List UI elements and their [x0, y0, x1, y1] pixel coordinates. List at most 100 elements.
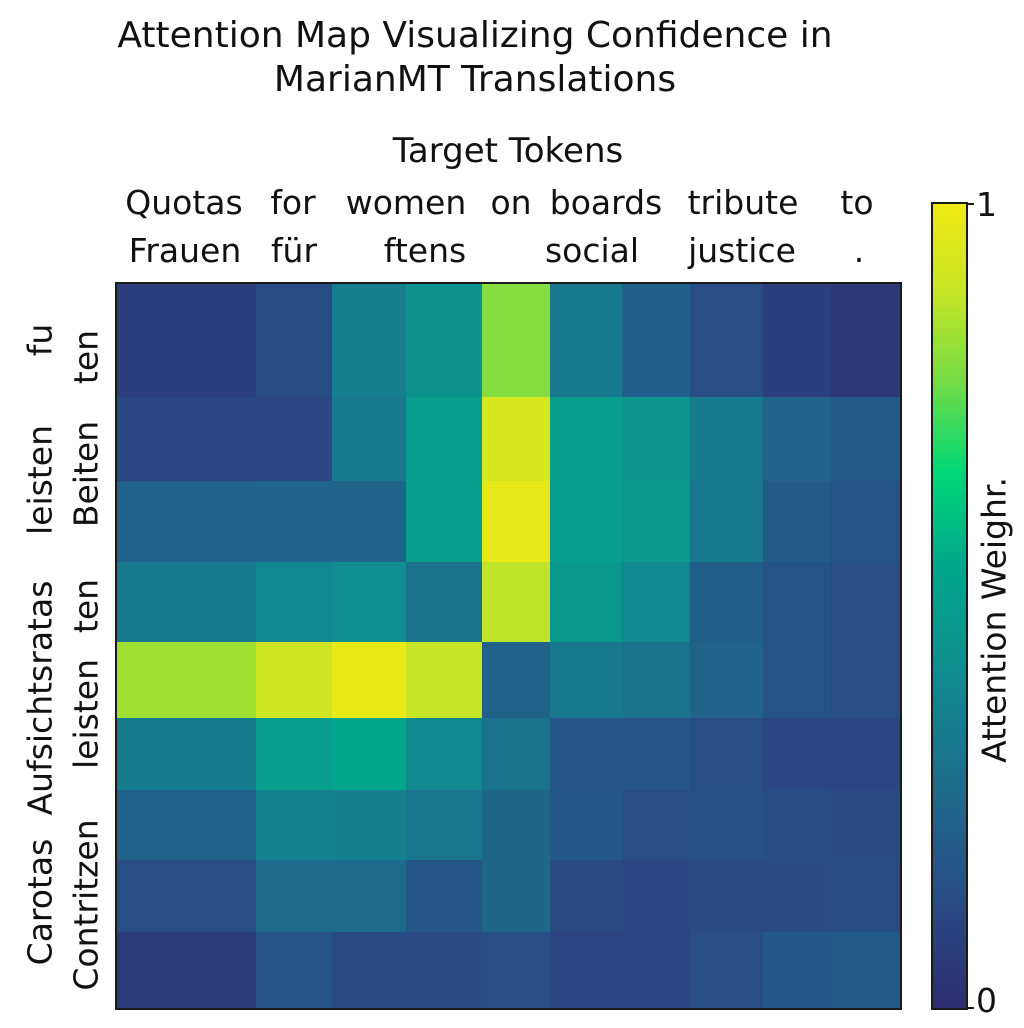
- y-tick-label: leisten: [67, 659, 106, 769]
- heatmap-cell: [482, 642, 551, 719]
- heatmap-cell: [690, 642, 764, 719]
- heatmap-cell: [830, 860, 902, 933]
- heatmap-cell: [190, 562, 257, 643]
- heatmap-cell: [550, 562, 623, 643]
- heatmap-cell: [622, 283, 691, 398]
- y-tick-label: fu: [21, 324, 60, 357]
- heatmap-cell: [482, 718, 551, 791]
- x-tick-labels-row-1: Quotas for women on boards tribute to: [125, 183, 873, 222]
- heatmap-cell: [332, 790, 407, 861]
- heatmap-cell: [482, 790, 551, 861]
- x-tick-label: boards: [550, 183, 663, 222]
- y-tick-label: Aufsichtsratas: [21, 581, 60, 816]
- heatmap-cell: [763, 642, 831, 719]
- heatmap-cell: [550, 790, 623, 861]
- heatmap-cell: [550, 932, 623, 1010]
- y-tick-label: ten: [67, 330, 106, 384]
- y-tick-label: leisten: [21, 425, 60, 535]
- heatmap-cell: [406, 562, 483, 643]
- heatmap-cell: [406, 718, 483, 791]
- x-tick-label: ftens: [384, 231, 466, 270]
- x-tick-label: Quotas: [125, 183, 242, 222]
- heatmap-cell: [332, 481, 407, 563]
- y-tick-labels-left: fu leisten Aufsichtsratas Carotas: [21, 324, 60, 966]
- heatmap-cell: [332, 562, 407, 643]
- heatmap-cell: [406, 642, 483, 719]
- heatmap-cell: [332, 283, 407, 398]
- heatmap-cell: [830, 790, 902, 861]
- heatmap-cell: [482, 283, 551, 398]
- heatmap-cell: [622, 860, 691, 933]
- y-tick-label: Beiten: [67, 421, 106, 527]
- heatmap-cell: [482, 397, 551, 482]
- heatmap-cell: [332, 860, 407, 933]
- x-tick-label: .: [854, 231, 865, 270]
- heatmap-cell: [406, 860, 483, 933]
- heatmap-cell: [190, 790, 257, 861]
- heatmap-cell: [116, 283, 191, 398]
- heatmap-cell: [763, 718, 831, 791]
- heatmap-cell: [116, 642, 191, 719]
- heatmap-cell: [116, 860, 191, 933]
- heatmap-cell: [482, 932, 551, 1010]
- colorbar: [931, 202, 968, 1010]
- heatmap-cell: [332, 718, 407, 791]
- heatmap-cell: [622, 562, 691, 643]
- heatmap-cell: [190, 718, 257, 791]
- heatmap-cell: [256, 481, 333, 563]
- heatmap-cell: [763, 283, 831, 398]
- heatmap-cell: [256, 562, 333, 643]
- heatmap-cell: [256, 718, 333, 791]
- y-tick-label: Contritzen: [67, 819, 106, 990]
- heatmap-cell: [116, 932, 191, 1010]
- colorbar-label: Attention Weighr.: [975, 477, 1014, 763]
- heatmap-cell: [690, 932, 764, 1010]
- heatmap-cell: [763, 932, 831, 1010]
- heatmap-cell: [690, 397, 764, 482]
- heatmap-cell: [256, 790, 333, 861]
- x-tick-label: Frauen: [129, 231, 242, 270]
- x-tick-label: women: [346, 183, 467, 222]
- heatmap-cell: [406, 481, 483, 563]
- heatmap-cell: [763, 790, 831, 861]
- heatmap-cell: [550, 860, 623, 933]
- heatmap-cell: [406, 790, 483, 861]
- heatmap-cell: [406, 397, 483, 482]
- heatmap-cell: [550, 283, 623, 398]
- chart-title-line-2: MarianMT Translations: [274, 59, 676, 100]
- chart-title-line-1: Attention Map Visualizing Confidence in: [117, 15, 832, 56]
- y-tick-label: ten: [67, 579, 106, 633]
- heatmap-cell: [622, 790, 691, 861]
- x-tick-labels-row-2: Frauen für ftens social justice .: [129, 231, 865, 270]
- heatmap-cell: [763, 481, 831, 563]
- colorbar-tick-label-min: 0: [976, 981, 997, 1020]
- heatmap-cell: [190, 283, 257, 398]
- heatmap-cells: [116, 283, 902, 1010]
- x-tick-label: to: [840, 183, 873, 222]
- heatmap-cell: [690, 481, 764, 563]
- heatmap-cell: [482, 562, 551, 643]
- heatmap-cell: [763, 397, 831, 482]
- heatmap-cell: [550, 397, 623, 482]
- heatmap-cell: [830, 562, 902, 643]
- heatmap-cell: [763, 562, 831, 643]
- heatmap-cell: [622, 397, 691, 482]
- heatmap-cell: [550, 718, 623, 791]
- heatmap-cell: [116, 718, 191, 791]
- heatmap-cell: [482, 481, 551, 563]
- heatmap-cell: [690, 562, 764, 643]
- heatmap-cell: [190, 397, 257, 482]
- heatmap-frame: [115, 282, 902, 1010]
- heatmap-cell: [256, 397, 333, 482]
- x-tick-label: for: [270, 183, 316, 222]
- heatmap-cell: [763, 860, 831, 933]
- heatmap-cell: [116, 790, 191, 861]
- heatmap-cell: [550, 642, 623, 719]
- x-tick-label: für: [271, 231, 318, 270]
- heatmap-cell: [116, 481, 191, 563]
- heatmap-cell: [116, 562, 191, 643]
- heatmap-cell: [622, 718, 691, 791]
- heatmap-cell: [690, 718, 764, 791]
